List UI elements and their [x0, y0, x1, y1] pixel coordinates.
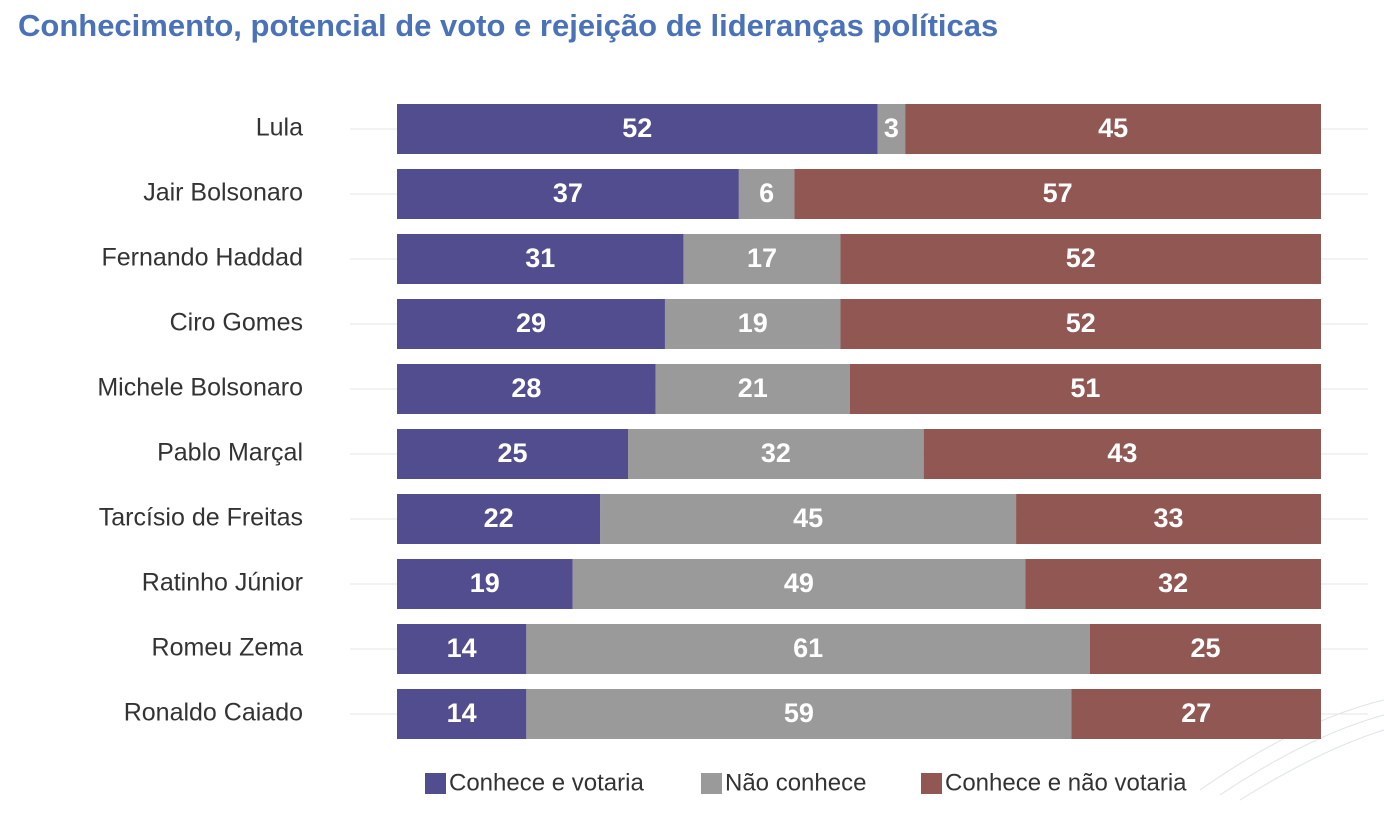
category-label: Fernando Haddad — [101, 244, 303, 272]
legend-swatch — [921, 773, 942, 794]
bar-segment — [1090, 624, 1321, 674]
category-label: Tarcísio de Freitas — [99, 504, 303, 532]
value-label: 59 — [784, 698, 814, 728]
bar-segment — [840, 299, 1321, 349]
category-label: Lula — [256, 114, 303, 142]
bar-segment — [397, 689, 527, 739]
value-label: 52 — [1066, 308, 1096, 338]
category-label: Jair Bolsonaro — [143, 179, 303, 207]
value-label: 52 — [1066, 243, 1096, 273]
category-label: Michele Bolsonaro — [97, 374, 303, 402]
value-label: 52 — [622, 113, 652, 143]
value-label: 28 — [511, 373, 541, 403]
value-label: 14 — [447, 633, 477, 663]
value-label: 3 — [884, 113, 899, 143]
bar-segment — [526, 689, 1072, 739]
value-label: 29 — [516, 308, 546, 338]
value-label: 22 — [484, 503, 514, 533]
bar-segment — [849, 364, 1321, 414]
bar-segment — [794, 169, 1321, 219]
value-label: 17 — [747, 243, 777, 273]
category-label: Ciro Gomes — [170, 309, 303, 337]
bar-segment — [923, 429, 1321, 479]
bar-segment — [905, 104, 1321, 154]
value-label: 31 — [525, 243, 555, 273]
value-label: 45 — [793, 503, 823, 533]
value-label: 49 — [784, 568, 814, 598]
bar-segment — [1071, 689, 1321, 739]
bar-segment — [1016, 494, 1321, 544]
bar-segment — [628, 429, 924, 479]
legend-label: Conhece e votaria — [449, 769, 644, 796]
value-label: 43 — [1107, 438, 1137, 468]
value-label: 21 — [738, 373, 768, 403]
value-label: 25 — [1190, 633, 1220, 663]
value-label: 19 — [738, 308, 768, 338]
bar-segment — [397, 559, 573, 609]
value-label: 25 — [497, 438, 527, 468]
chart-title: Conhecimento, potencial de voto e rejeiç… — [18, 8, 998, 43]
bar-segment — [397, 624, 527, 674]
value-label: 45 — [1098, 113, 1128, 143]
legend-label: Não conhece — [725, 769, 866, 796]
bar-segment — [526, 624, 1090, 674]
category-label: Romeu Zema — [152, 634, 304, 662]
bar-segment — [397, 364, 656, 414]
value-label: 19 — [470, 568, 500, 598]
bar-segment — [664, 299, 841, 349]
value-label: 51 — [1070, 373, 1100, 403]
category-label: Ratinho Júnior — [142, 569, 303, 597]
value-label: 32 — [761, 438, 791, 468]
category-label: Ronaldo Caiado — [124, 699, 303, 727]
bar-segment — [397, 494, 601, 544]
bar-segment — [397, 104, 878, 154]
legend-swatch — [425, 773, 446, 794]
bar-segment — [683, 234, 841, 284]
value-label: 6 — [759, 178, 774, 208]
bar-segment — [397, 234, 684, 284]
category-label: Pablo Marçal — [157, 439, 303, 467]
bar-segment — [572, 559, 1026, 609]
bar-segment — [397, 299, 665, 349]
bar-segment — [1025, 559, 1321, 609]
bar-segment — [397, 169, 739, 219]
value-label: 57 — [1043, 178, 1073, 208]
bar-segment — [600, 494, 1017, 544]
value-label: 37 — [553, 178, 583, 208]
bar-segment — [877, 104, 906, 154]
bar-segment — [738, 169, 795, 219]
value-label: 14 — [447, 698, 477, 728]
value-label: 32 — [1158, 568, 1188, 598]
value-label: 61 — [793, 633, 823, 663]
value-label: 33 — [1154, 503, 1184, 533]
legend-label: Conhece e não votaria — [945, 769, 1187, 796]
bar-segment — [840, 234, 1321, 284]
legend-swatch — [701, 773, 722, 794]
bar-segment — [397, 429, 628, 479]
bar-segment — [655, 364, 850, 414]
value-label: 27 — [1181, 698, 1211, 728]
